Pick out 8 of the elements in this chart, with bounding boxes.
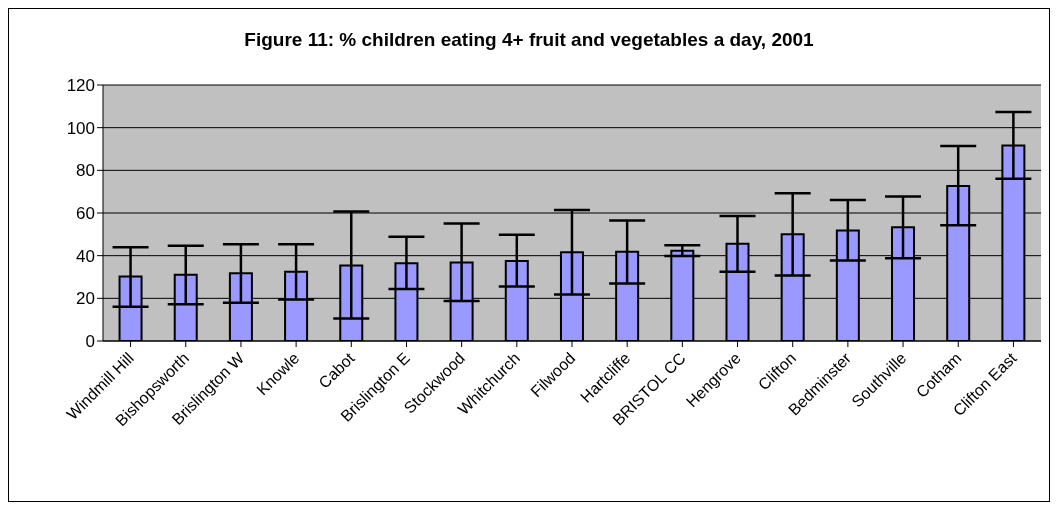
y-tick-label: 120 [66,76,95,96]
y-tick-label: 60 [76,204,95,224]
y-tick-label: 20 [76,289,95,309]
y-tick-label: 40 [76,246,95,266]
y-tick-label: 80 [76,161,95,181]
chart-title: Figure 11: % children eating 4+ fruit and vegetables a day, 2001 [243,28,815,52]
y-tick-label: 100 [66,118,95,138]
y-tick-label: 0 [85,332,95,352]
